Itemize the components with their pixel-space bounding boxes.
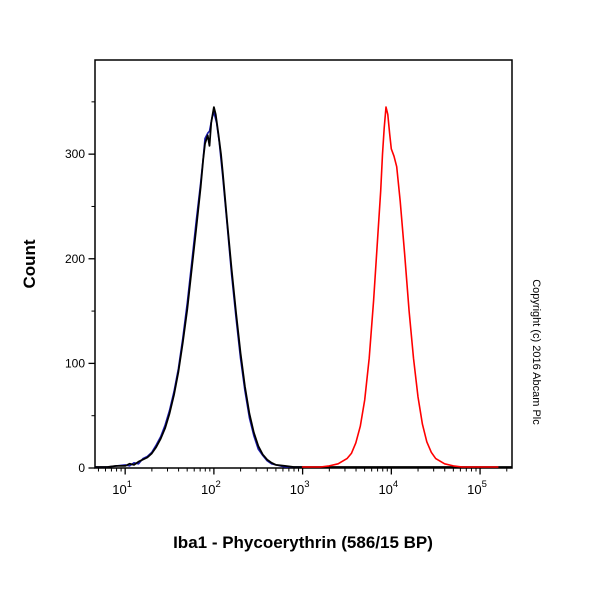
x-axis-title: Iba1 - Phycoerythrin (586/15 BP) (173, 533, 433, 552)
svg-text:105: 105 (467, 479, 487, 497)
svg-text:200: 200 (65, 252, 85, 266)
y-axis-title: Count (20, 239, 39, 289)
copyright-text: Copyright (c) 2016 Abcam Plc (530, 279, 542, 425)
svg-text:300: 300 (65, 147, 85, 161)
svg-text:100: 100 (65, 356, 85, 370)
svg-text:101: 101 (112, 479, 132, 497)
svg-text:102: 102 (201, 479, 221, 497)
svg-text:104: 104 (378, 479, 398, 497)
svg-text:103: 103 (290, 479, 310, 497)
svg-text:0: 0 (78, 461, 85, 475)
